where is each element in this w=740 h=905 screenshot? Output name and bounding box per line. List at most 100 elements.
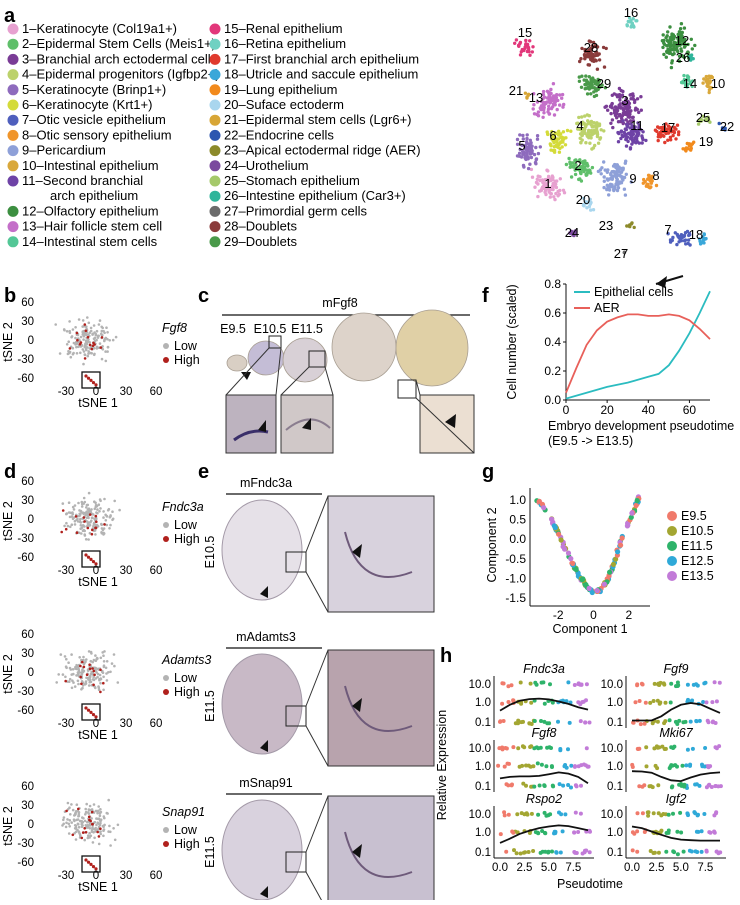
cluster-number-label: 5: [518, 138, 525, 153]
tsne-point: [661, 45, 665, 50]
tsne-point: [114, 335, 118, 339]
legend-label: E9.5: [681, 509, 707, 523]
tsne-point: [96, 675, 99, 679]
expr-point: [579, 682, 584, 687]
tsne-point: [606, 178, 610, 182]
tsne-point: [97, 503, 101, 507]
tsne-point: [625, 135, 630, 139]
tsne-point-high: [96, 830, 99, 834]
tsne-point: [703, 237, 707, 241]
expr-point: [588, 829, 592, 834]
gene-name-label: Fndc3a: [162, 500, 204, 514]
tsne-point: [572, 233, 576, 238]
tsne-point: [84, 538, 88, 541]
highlight-box: [81, 371, 101, 389]
tsne-point: [560, 92, 565, 97]
tsne-point: [584, 162, 589, 166]
tsne-point: [683, 37, 687, 42]
tsne-point: [105, 514, 109, 518]
legend-swatch: [7, 175, 19, 187]
tsne-point-high: [90, 347, 94, 351]
tsne-point: [86, 522, 90, 525]
tsne-point: [82, 496, 86, 500]
legend-label: 13–Hair follicle stem cell: [22, 219, 162, 234]
legend-swatch: [209, 84, 221, 96]
expr-point: [672, 744, 677, 749]
expr-point: [548, 682, 552, 687]
tsne-point: [605, 170, 609, 174]
tsne-point: [595, 67, 600, 71]
gene-name-label: Snap91: [162, 805, 205, 819]
cluster-number-label: 13: [529, 90, 543, 105]
expr-point: [549, 746, 553, 750]
tsne-point: [98, 342, 102, 345]
x-tick-label: 0: [93, 718, 99, 730]
tsne-point: [686, 238, 691, 242]
x-tick-label: -30: [58, 386, 75, 398]
tsne-point: [569, 129, 573, 133]
cluster-number-label: 12: [675, 33, 689, 48]
embryo-image: [221, 799, 303, 901]
expr-point: [701, 700, 706, 704]
tsne-point: [68, 825, 71, 828]
tsne-point: [95, 523, 99, 527]
tsne-point: [81, 684, 85, 687]
tsne-point: [707, 90, 711, 95]
expr-point: [685, 682, 690, 687]
tsne-point: [71, 346, 75, 350]
tsne-point: [682, 73, 686, 78]
tsne-point: [568, 160, 572, 164]
expr-point: [528, 745, 533, 749]
panel-e-in-situ: mFndc3a E10.5 mAdamts3 E11.5 mSnap91 E11.5: [203, 476, 435, 905]
tsne-point: [77, 823, 80, 826]
tsne-point-high: [79, 675, 82, 679]
tsne-point: [82, 817, 85, 820]
legend-swatch-low: [163, 522, 169, 528]
tsne-point: [595, 45, 600, 49]
tsne-point: [98, 678, 102, 681]
tsne-point: [89, 326, 93, 330]
tsne-point: [65, 666, 68, 670]
legend-label: 28–Doublets: [224, 219, 297, 234]
expr-point: [637, 784, 642, 789]
tsne-point: [68, 515, 72, 519]
tsne-point: [76, 671, 80, 674]
tsne-point: [550, 186, 555, 190]
tsne-point: [580, 138, 584, 142]
tsne-point: [84, 333, 88, 337]
expr-point: [583, 720, 588, 725]
tsne-point: [624, 106, 628, 111]
tsne-point: [564, 136, 568, 140]
tsne-point: [80, 500, 84, 504]
tsne-point: [546, 107, 551, 111]
tsne-point: [670, 59, 674, 63]
expr-point: [496, 763, 501, 768]
tsne-point: [622, 250, 627, 254]
tsne-point: [649, 176, 654, 180]
expr-point: [552, 831, 556, 836]
cell-point: [601, 581, 608, 587]
cluster-number-label: 4: [576, 118, 583, 133]
x-axis-label: Pseudotime: [557, 877, 623, 891]
tsne-point: [58, 352, 62, 355]
ridge-outline: [344, 531, 413, 578]
expr-point: [533, 680, 538, 685]
tsne-point: [61, 502, 65, 505]
legend-label: 3–Branchial arch ectodermal cells: [22, 51, 218, 66]
expr-point: [578, 719, 583, 724]
tsne-point: [616, 186, 621, 190]
tsne-point: [528, 152, 532, 156]
tsne-point: [592, 86, 597, 90]
expr-point: [648, 700, 653, 705]
tsne-point: [68, 680, 71, 683]
tsne-point: [104, 359, 108, 363]
tsne-point: [561, 140, 565, 144]
tsne-point: [87, 509, 91, 512]
tsne-point: [579, 85, 584, 90]
expr-point: [673, 719, 678, 724]
tsne-point: [65, 330, 69, 333]
tsne-point: [602, 160, 606, 164]
tsne-point: [628, 224, 632, 229]
tsne-point: [68, 329, 71, 333]
tsne-point-high: [82, 516, 86, 519]
